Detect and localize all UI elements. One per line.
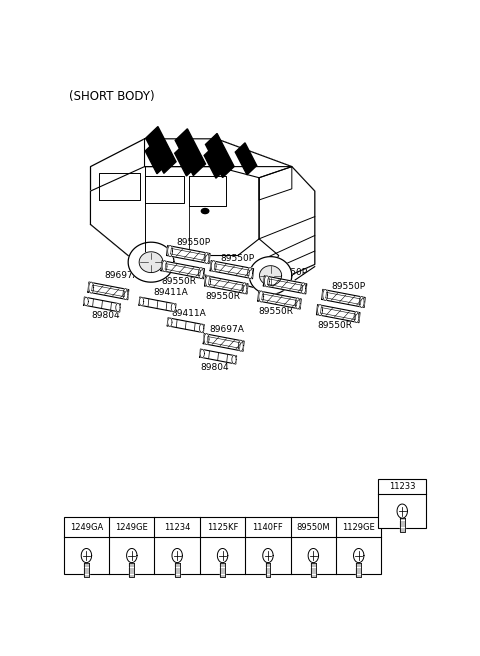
Bar [64, 517, 382, 574]
Polygon shape [322, 289, 365, 308]
Polygon shape [88, 282, 129, 300]
Bar [378, 479, 426, 528]
Text: 89550M: 89550M [297, 523, 330, 532]
Polygon shape [91, 167, 259, 255]
Polygon shape [128, 242, 174, 282]
Polygon shape [116, 303, 120, 312]
Polygon shape [264, 276, 307, 294]
Text: 89550R: 89550R [205, 292, 240, 301]
Polygon shape [162, 260, 167, 272]
Polygon shape [204, 334, 209, 344]
Polygon shape [400, 518, 405, 532]
Polygon shape [217, 548, 228, 563]
Text: 89550P: 89550P [274, 268, 308, 277]
Polygon shape [260, 266, 282, 285]
Polygon shape [318, 304, 323, 316]
Text: 89550P: 89550P [332, 282, 366, 291]
Polygon shape [171, 303, 176, 312]
Polygon shape [354, 548, 364, 563]
Polygon shape [204, 146, 226, 178]
Polygon shape [211, 260, 216, 272]
Polygon shape [258, 291, 301, 309]
Polygon shape [130, 563, 134, 577]
Polygon shape [397, 504, 408, 518]
Polygon shape [259, 167, 315, 289]
Polygon shape [220, 563, 225, 577]
Polygon shape [81, 548, 92, 563]
Polygon shape [248, 268, 252, 279]
Polygon shape [140, 297, 144, 306]
Polygon shape [265, 563, 270, 577]
Polygon shape [249, 256, 292, 295]
Polygon shape [84, 297, 120, 312]
Polygon shape [205, 276, 211, 287]
Polygon shape [210, 260, 253, 279]
Polygon shape [146, 127, 176, 173]
Polygon shape [301, 283, 306, 294]
Polygon shape [200, 349, 237, 364]
Polygon shape [323, 289, 328, 300]
Ellipse shape [202, 209, 209, 214]
Polygon shape [84, 297, 88, 306]
Polygon shape [356, 563, 361, 577]
Polygon shape [205, 133, 234, 178]
Polygon shape [316, 304, 360, 323]
Text: 89697A: 89697A [104, 271, 139, 279]
Text: 1140FF: 1140FF [252, 523, 283, 532]
Polygon shape [175, 563, 180, 577]
Polygon shape [232, 356, 236, 364]
Polygon shape [199, 268, 204, 279]
Polygon shape [168, 245, 173, 256]
Text: 11233: 11233 [389, 482, 416, 491]
Polygon shape [84, 563, 89, 577]
Text: 89550R: 89550R [317, 321, 352, 330]
Text: 89804: 89804 [200, 363, 228, 372]
Polygon shape [264, 276, 269, 287]
Polygon shape [139, 252, 163, 273]
Text: 1249GA: 1249GA [70, 523, 103, 532]
Polygon shape [144, 139, 292, 167]
Text: 89697A: 89697A [209, 325, 244, 335]
Polygon shape [161, 260, 204, 279]
Polygon shape [200, 324, 204, 333]
Text: 89550R: 89550R [162, 277, 196, 286]
Text: 1249GE: 1249GE [115, 523, 148, 532]
Text: 1129GE: 1129GE [342, 523, 375, 532]
Polygon shape [203, 334, 244, 351]
Polygon shape [175, 129, 205, 176]
Polygon shape [354, 312, 359, 323]
Polygon shape [175, 144, 196, 176]
Polygon shape [172, 548, 182, 563]
Polygon shape [308, 548, 319, 563]
Text: 89411A: 89411A [153, 288, 188, 297]
Polygon shape [204, 253, 209, 264]
Polygon shape [167, 318, 204, 333]
Polygon shape [263, 548, 273, 563]
Polygon shape [89, 282, 94, 293]
Polygon shape [235, 143, 257, 175]
Text: 89550P: 89550P [221, 254, 255, 262]
Text: 89804: 89804 [92, 311, 120, 320]
Polygon shape [123, 289, 128, 300]
Text: 1125KF: 1125KF [207, 523, 238, 532]
Polygon shape [145, 142, 167, 174]
Polygon shape [239, 340, 243, 351]
Polygon shape [242, 283, 247, 294]
Text: 89411A: 89411A [171, 308, 206, 318]
Polygon shape [167, 245, 210, 264]
Polygon shape [91, 139, 315, 289]
Polygon shape [359, 297, 364, 308]
Polygon shape [168, 318, 172, 327]
Text: 89550P: 89550P [177, 238, 211, 247]
Polygon shape [204, 276, 248, 294]
Polygon shape [295, 298, 300, 309]
Polygon shape [311, 563, 316, 577]
Polygon shape [200, 349, 204, 358]
Text: 89550R: 89550R [258, 307, 293, 316]
Polygon shape [127, 548, 137, 563]
Text: 11234: 11234 [164, 523, 191, 532]
Polygon shape [139, 297, 176, 312]
Text: (SHORT BODY): (SHORT BODY) [69, 90, 155, 103]
Polygon shape [259, 291, 264, 302]
